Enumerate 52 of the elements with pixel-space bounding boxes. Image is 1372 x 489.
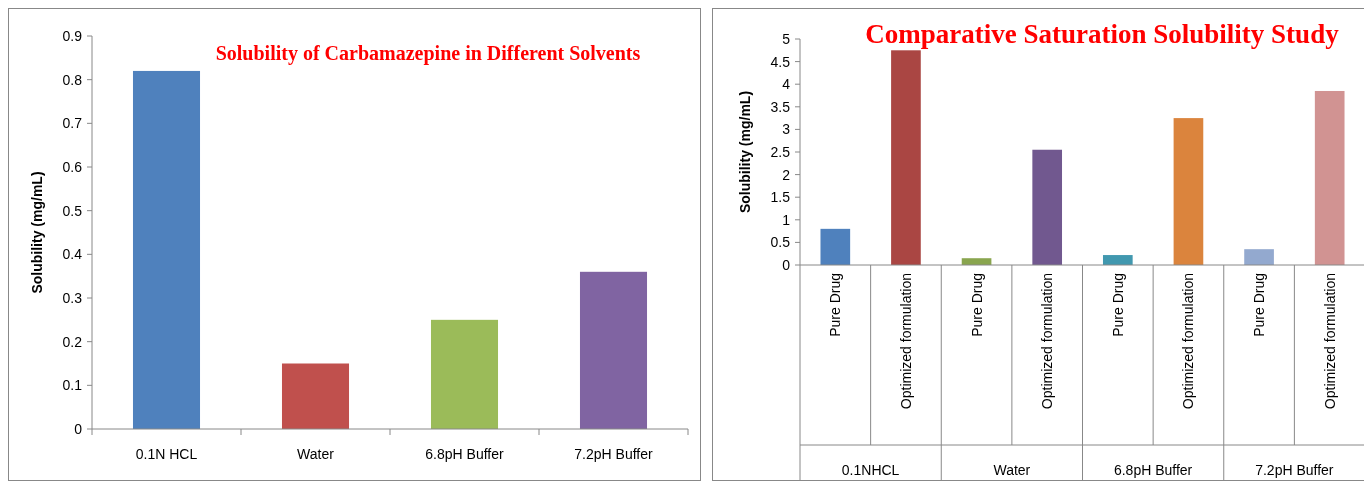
bar — [132, 70, 201, 429]
bar — [820, 228, 851, 265]
y-tick-label: 2.5 — [770, 143, 791, 160]
y-tick-label: 0.5 — [770, 234, 791, 251]
x-tick-label: 7.2pH Buffer — [574, 446, 653, 462]
chart-title: Solubility of Carbamazepine in Different Solvents — [215, 42, 641, 65]
x-tick-label: Optimized formulation — [897, 273, 914, 410]
bar — [1102, 255, 1133, 265]
y-tick-label: 3.5 — [770, 98, 791, 115]
x-tick-label: Pure Drug — [827, 273, 844, 337]
bar — [430, 319, 499, 429]
bar — [1032, 149, 1063, 265]
y-tick-label: 0.8 — [62, 71, 83, 88]
y-tick-label: 0.7 — [62, 115, 83, 132]
text: 6.8pH Buffer — [1113, 462, 1193, 478]
x-tick-label: Pure Drug — [1109, 273, 1126, 337]
y-tick-label: 0.6 — [62, 158, 83, 175]
y-tick-label: 4.5 — [770, 53, 791, 70]
y-tick-label: 3 — [782, 121, 791, 138]
y-tick-label: 1.5 — [770, 189, 791, 206]
y-tick-label: 0.4 — [62, 246, 83, 263]
y-tick-label: 2 — [782, 166, 791, 183]
text: 0.1NHCL — [841, 462, 900, 478]
bar — [1314, 90, 1345, 265]
bar — [579, 271, 648, 429]
x-tick-label: 6.8pH Buffer — [425, 446, 504, 462]
x-tick-label: 0.1N HCL — [135, 446, 198, 462]
x-tick-label: Optimized formulation — [1180, 273, 1197, 410]
bar — [1173, 118, 1204, 265]
chart-title: Comparative Saturation Solubility Study — [865, 19, 1340, 49]
x-tick-label: Pure Drug — [968, 273, 985, 337]
y-tick-label: 0.1 — [62, 377, 83, 394]
y-axis-title: Solubility (mg/mL) — [29, 171, 45, 294]
bar — [891, 50, 921, 265]
y-tick-label: 0 — [74, 420, 83, 437]
y-tick-label: 5 — [782, 30, 791, 47]
x-tick-label: Water — [297, 446, 335, 462]
bar — [281, 363, 350, 429]
text: 7.2pH Buffer — [1255, 462, 1334, 478]
x-tick-label: Pure Drug — [1251, 273, 1268, 337]
x-tick-label: Optimized formulation — [1321, 273, 1338, 410]
y-tick-label: 0.9 — [62, 27, 83, 44]
y-axis-title: Solubility (mg/mL) — [737, 90, 753, 214]
y-tick-label: 0.3 — [62, 289, 83, 306]
bar — [1244, 249, 1274, 265]
y-tick-label: 0.5 — [62, 202, 83, 219]
y-tick-label: 0.2 — [62, 333, 83, 350]
y-tick-label: 4 — [782, 76, 791, 93]
y-tick-label: 1 — [782, 211, 791, 228]
y-tick-label: 0 — [782, 256, 791, 273]
text: Water — [993, 462, 1031, 478]
x-tick-label: Optimized formulation — [1039, 273, 1056, 410]
